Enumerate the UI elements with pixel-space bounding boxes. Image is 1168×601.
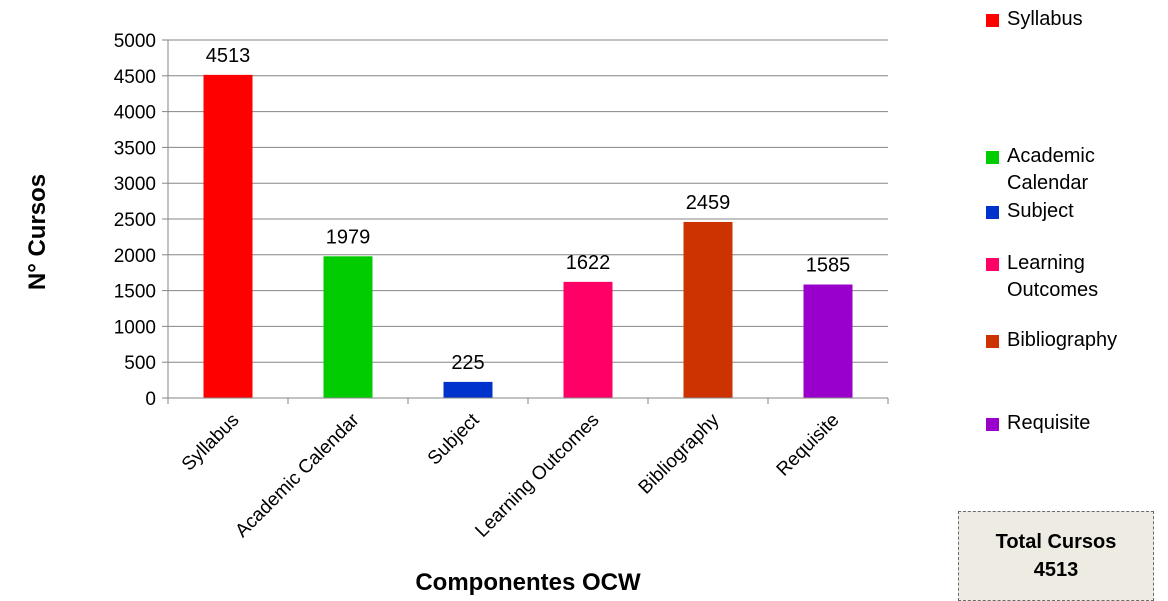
legend-item-requisite: Requisite <box>986 410 1168 437</box>
x-tick-label: Requisite <box>773 410 844 481</box>
bar-subject <box>443 381 493 398</box>
y-tick-label: 2500 <box>114 210 156 231</box>
legend-item-syllabus: Syllabus <box>986 6 1168 33</box>
bar-requisite <box>803 284 853 398</box>
y-tick-label: 1000 <box>114 317 156 338</box>
legend-swatch-bibliography <box>986 335 999 348</box>
legend-item-bibliography: Bibliography <box>986 327 1168 354</box>
bar-bibliography <box>683 221 733 398</box>
legend-label-bibliography: Bibliography <box>1007 329 1118 351</box>
bars <box>203 74 853 398</box>
bar-syllabus <box>203 74 253 398</box>
bar-academic-calendar <box>323 256 373 398</box>
data-label: 1585 <box>806 255 851 277</box>
y-tick-label: 500 <box>124 353 156 374</box>
total-courses-title: Total Cursos <box>995 531 1117 553</box>
legend-label-requisite: Requisite <box>1007 412 1091 434</box>
legend-swatch-academic-calendar <box>986 151 999 164</box>
legend-label-academic-calendar: Academic Calendar <box>1007 145 1095 194</box>
y-tick-label: 3000 <box>114 174 156 195</box>
legend-swatch-subject <box>986 206 999 219</box>
y-tick-label: 5000 <box>114 31 156 52</box>
x-tick-label: Syllabus <box>178 410 244 476</box>
legend-swatch-requisite <box>986 418 999 431</box>
legend-item-academic-calendar: Academic Calendar <box>986 143 1168 197</box>
bar-learning-outcomes <box>563 281 613 398</box>
legend-label-learning-outcomes: Learning Outcomes <box>1007 252 1099 301</box>
legend-label-syllabus: Syllabus <box>1007 8 1083 30</box>
y-tick-label: 3500 <box>114 138 156 159</box>
legend-swatch-learning-outcomes <box>986 258 999 271</box>
legend-swatch-syllabus <box>986 14 999 27</box>
x-axis-title: Componentes OCW <box>415 569 641 596</box>
x-tick-label: Learning Outcomes <box>471 410 603 542</box>
y-tick-label: 2000 <box>114 246 156 267</box>
legend-item-learning-outcomes: Learning Outcomes <box>986 250 1168 304</box>
y-tick-label: 1500 <box>114 282 156 303</box>
x-tick-label: Academic Calendar <box>231 409 364 542</box>
axes <box>162 39 889 404</box>
y-tick-label: 0 <box>145 389 156 410</box>
data-label: 225 <box>451 352 484 374</box>
data-label: 2459 <box>686 192 731 214</box>
gridlines <box>168 39 888 363</box>
bar-chart: 0 500 1000 1500 2000 2500 3000 3500 4000 4500 5000… <box>24 31 889 596</box>
legend-item-subject: Subject <box>986 198 1168 225</box>
x-tick-label: Bibliography <box>635 409 724 498</box>
y-tick-label: 4000 <box>114 103 156 124</box>
y-axis-title: N° Cursos <box>24 174 51 290</box>
data-label: 4513 <box>206 45 251 67</box>
legend-label-subject: Subject <box>1007 200 1074 222</box>
total-courses-box: Total Cursos 4513 <box>958 511 1154 601</box>
total-courses-value: 4513 <box>1033 559 1079 581</box>
y-tick-label: 4500 <box>114 67 156 88</box>
data-label: 1622 <box>566 252 611 274</box>
data-label: 1979 <box>326 226 371 248</box>
x-tick-label: Subject <box>424 409 484 469</box>
